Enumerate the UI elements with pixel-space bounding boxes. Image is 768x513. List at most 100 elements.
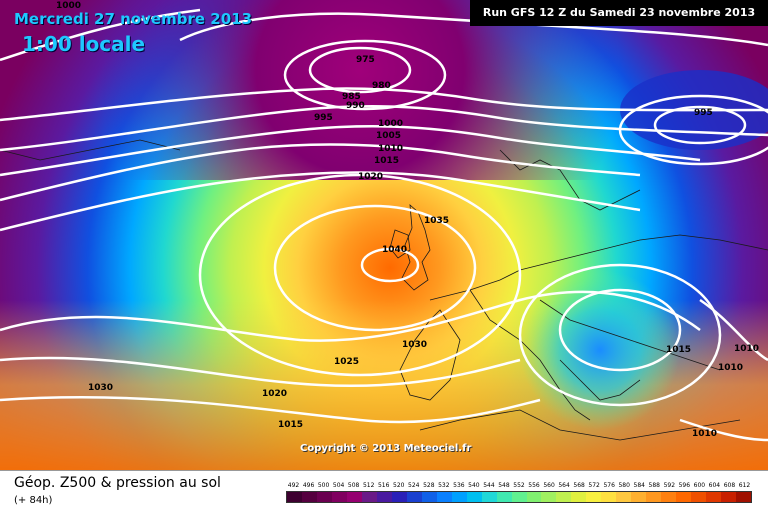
legend-label: 592 <box>663 482 676 489</box>
legend-label: 492 <box>287 482 300 489</box>
legend-swatch <box>676 492 692 502</box>
legend-swatch <box>376 492 392 502</box>
legend-label: 612 <box>738 482 751 489</box>
legend-swatch <box>646 492 662 502</box>
legend-label: 524 <box>408 482 420 489</box>
legend-swatch <box>496 492 512 502</box>
legend-swatch <box>586 492 602 502</box>
run-info: Run GFS 12 Z du Samedi 23 novembre 2013 <box>470 0 768 26</box>
isobar-label: 990 <box>346 101 365 111</box>
legend-swatch <box>436 492 452 502</box>
legend-swatch <box>541 492 557 502</box>
color-legend: 492 496 500 504 508 512 516 520 524 528 532 536 540 5… <box>286 481 752 503</box>
legend-swatch <box>421 492 437 502</box>
isobar-labels: 1000 975 980 985 990 995 995 1000 1005 1… <box>56 1 759 439</box>
legend-label: 500 <box>317 482 330 489</box>
legend-label: 536 <box>453 482 465 489</box>
isobar-label: 1025 <box>334 357 359 367</box>
isobar-label: 1030 <box>88 383 113 393</box>
legend-swatch <box>346 492 362 502</box>
legend-swatch <box>466 492 482 502</box>
legend-swatch <box>316 492 332 502</box>
legend-label: 540 <box>468 482 480 489</box>
isobar-995-east <box>653 105 747 145</box>
legend-swatch <box>331 492 347 502</box>
isobar-label: 1010 <box>718 363 743 373</box>
isobar-1040 <box>360 247 420 283</box>
isobar-label: 980 <box>372 81 391 91</box>
isobar-label: 1040 <box>382 245 407 255</box>
isobar-label: 1035 <box>424 216 449 226</box>
map-title: Géop. Z500 & pression au sol <box>14 475 221 491</box>
isobar-1015-balkan <box>558 288 682 372</box>
legend-label: 608 <box>723 482 736 489</box>
legend-label: 548 <box>498 482 510 489</box>
legend-label: 516 <box>377 482 390 489</box>
map-canvas: 1000 975 980 985 990 995 995 1000 1005 1… <box>0 0 768 470</box>
isobar-label: 1005 <box>376 131 401 141</box>
legend-label: 604 <box>708 482 721 489</box>
legend-swatch <box>287 492 302 502</box>
legend-swatch <box>556 492 572 502</box>
legend-labels: 492 496 500 504 508 512 516 520 524 528 532 536 540 5… <box>286 481 752 491</box>
legend-label: 532 <box>438 482 450 489</box>
legend-label: 556 <box>528 482 540 489</box>
isobar-label: 1000 <box>56 1 81 11</box>
isobar-label: 1015 <box>374 156 399 166</box>
legend-label: 600 <box>693 482 706 489</box>
legend-bar <box>286 491 752 503</box>
forecast-date: Mercredi 27 novembre 2013 <box>14 10 253 28</box>
legend-label: 564 <box>558 482 570 489</box>
legend-swatch <box>406 492 422 502</box>
legend-swatch <box>691 492 707 502</box>
legend-swatch <box>601 492 617 502</box>
legend-label: 504 <box>332 482 345 489</box>
legend-label: 596 <box>678 482 691 489</box>
legend-swatch <box>301 492 317 502</box>
copyright-notice: Copyright © 2013 Meteociel.fr <box>300 443 472 454</box>
legend-swatch <box>451 492 467 502</box>
legend-label: 580 <box>618 482 630 489</box>
legend-label: 512 <box>362 482 375 489</box>
forecast-time: 1:00 locale <box>22 32 146 56</box>
isobar-label: 1010 <box>378 144 403 154</box>
legend-swatch <box>526 492 542 502</box>
legend-label: 584 <box>633 482 645 489</box>
legend-swatch <box>706 492 722 502</box>
isobar-label: 1030 <box>402 340 427 350</box>
isobar-label: 995 <box>314 113 333 123</box>
legend-label: 576 <box>603 482 615 489</box>
isobar-label: 995 <box>694 108 713 118</box>
isobar-label: 985 <box>342 92 361 102</box>
legend-label: 528 <box>423 482 435 489</box>
isobar-label: 1020 <box>262 389 287 399</box>
forecast-offset: (+ 84h) <box>14 495 53 506</box>
legend-swatch <box>391 492 407 502</box>
weather-map: 1000 975 980 985 990 995 995 1000 1005 1… <box>0 0 768 470</box>
legend-swatch <box>481 492 497 502</box>
isobars <box>0 8 768 442</box>
isobar-975 <box>308 46 412 94</box>
legend-label: 560 <box>543 482 555 489</box>
legend-swatch <box>511 492 527 502</box>
isobar-label: 975 <box>356 55 375 65</box>
isobar-label: 1000 <box>378 119 403 129</box>
isobar-label: 1015 <box>278 420 303 430</box>
legend-label: 508 <box>347 482 360 489</box>
legend-swatch <box>616 492 632 502</box>
legend-swatch <box>661 492 677 502</box>
isobar-label: 1015 <box>666 345 691 355</box>
legend-label: 496 <box>302 482 315 489</box>
legend-swatch <box>736 492 752 502</box>
legend-label: 552 <box>513 482 525 489</box>
legend-swatch <box>631 492 647 502</box>
legend-label: 544 <box>483 482 495 489</box>
legend-swatch <box>721 492 737 502</box>
legend-swatch <box>361 492 377 502</box>
isobar-label: 1020 <box>358 172 383 182</box>
isobar-label: 1010 <box>692 429 717 439</box>
legend-label: 572 <box>588 482 600 489</box>
legend-label: 588 <box>648 482 660 489</box>
legend-label: 568 <box>573 482 585 489</box>
legend-label: 520 <box>393 482 405 489</box>
